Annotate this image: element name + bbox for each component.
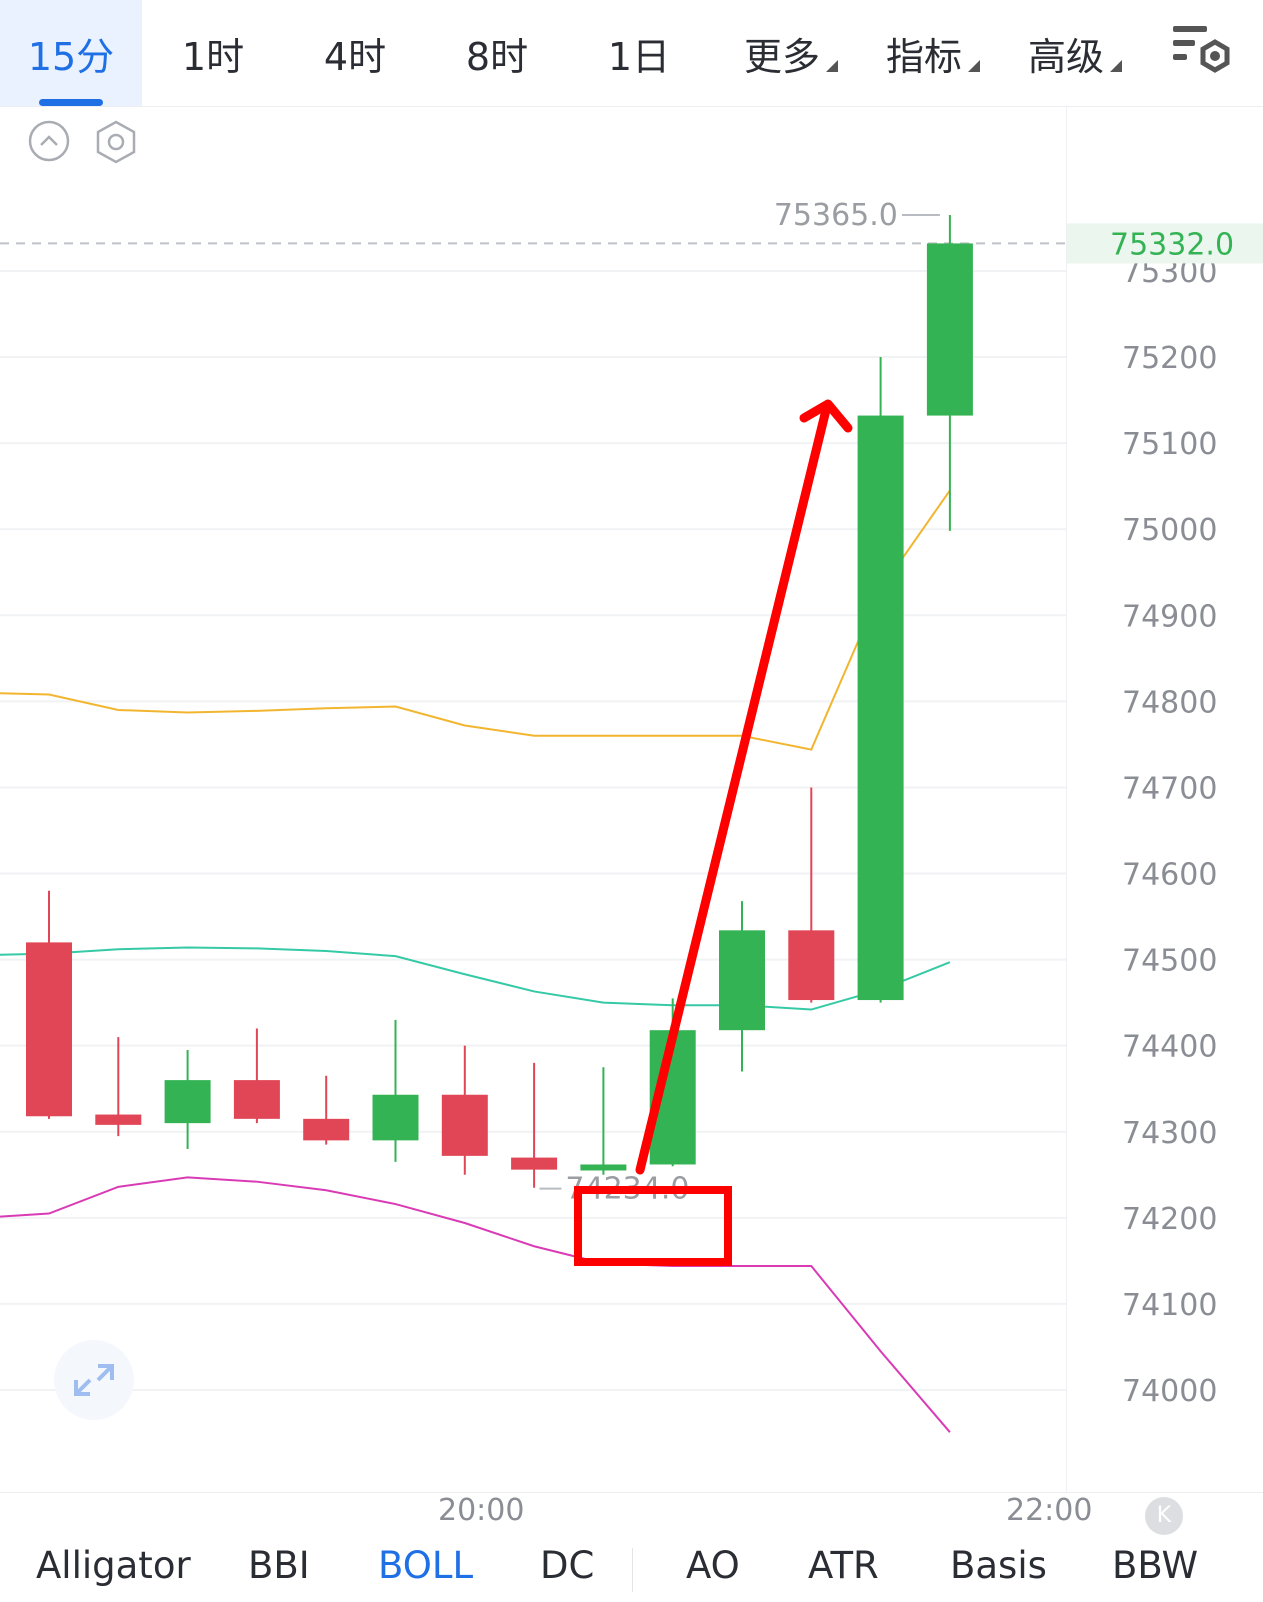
tab-more[interactable]: 更多 [720,0,862,106]
price-tick-label: 75100 [1122,427,1217,462]
candle-body [857,415,904,1001]
last-price-label: 75332.0 [1110,227,1234,262]
tab-advanced[interactable]: 高级 [1004,0,1146,106]
price-tick-label: 74500 [1122,944,1217,979]
boll-mid-line [0,946,951,1011]
price-axis: 7530075200751007500074900748007470074600… [1122,255,1217,1409]
indicator-bbi[interactable]: BBI [248,1544,310,1587]
price-tick-label: 74800 [1122,685,1217,720]
indicator-divider [632,1548,633,1592]
axis-divider [1066,106,1067,1492]
time-label-2200: 22:00 [1006,1493,1093,1528]
price-tick-label: 75000 [1122,513,1217,548]
indicator-boll[interactable]: BOLL [378,1544,474,1587]
candle-body [303,1118,350,1141]
tab-8h[interactable]: 8时 [426,0,568,106]
candle-body [788,930,835,1001]
indicator-ao[interactable]: AO [686,1544,740,1587]
tab-label: 4时 [323,34,387,79]
hexagon-settings-icon[interactable] [94,120,138,168]
tab-15m[interactable]: 15分 [0,0,142,106]
tab-label: 指标 [885,34,962,79]
indicator-alligator[interactable]: Alligator [36,1544,191,1587]
last-price-box [1066,223,1263,264]
tab-label: 更多 [743,34,820,79]
boll-lower-line [0,1176,951,1433]
indicator-bbw[interactable]: BBW [1112,1544,1199,1587]
tab-label: 1日 [607,34,671,79]
indicator-bar: Alligator BBI BOLL DC AO ATR Basis BBW [0,1530,1263,1602]
annotation-box [574,1186,732,1266]
candles [26,215,973,1188]
chart-settings-icon[interactable] [1171,22,1233,82]
price-tick-label: 74100 [1122,1288,1217,1323]
tab-1h[interactable]: 1时 [142,0,284,106]
high-price-label: 75365.0 [774,198,898,233]
tab-1d[interactable]: 1日 [568,0,710,106]
timeframe-bar: 15分 1时 4时 8时 1日 更多 指标 高级 [0,0,1263,107]
candle-body [441,1094,488,1156]
tab-label: 高级 [1027,34,1104,79]
time-label-2000: 20:00 [438,1493,525,1528]
price-tick-label: 74700 [1122,771,1217,806]
tab-indicators[interactable]: 指标 [862,0,1004,106]
dropdown-corner-icon [968,60,980,72]
price-tick-label: 74400 [1122,1030,1217,1065]
boll-upper-line [0,489,951,751]
indicator-atr[interactable]: ATR [808,1544,879,1587]
price-tick-label: 74000 [1122,1374,1217,1409]
candle-body [580,1164,627,1171]
boll-bands [0,489,951,1433]
indicator-dc[interactable]: DC [540,1544,595,1587]
time-axis-divider [0,1492,1263,1493]
price-tick-label: 74300 [1122,1116,1217,1151]
expand-arrows-icon[interactable] [54,1340,134,1420]
active-tab-indicator [39,99,103,106]
candle-body [26,942,72,1117]
candle-body [233,1080,280,1119]
candle-body [511,1157,558,1170]
candle-body [719,930,765,1031]
candle-body [372,1094,419,1141]
chart-grid [0,269,1066,1391]
price-tick-label: 74200 [1122,1202,1217,1237]
chevron-up-circle-icon[interactable] [28,120,70,166]
dropdown-corner-icon [826,60,838,72]
candle-body [926,243,973,416]
tab-label: 1时 [181,34,245,79]
price-tick-label: 75200 [1122,341,1217,376]
dropdown-corner-icon [1110,60,1122,72]
k-circle-icon[interactable]: K [1145,1497,1183,1535]
candle-body [95,1114,142,1125]
candle-body [164,1080,211,1124]
tab-label: 8时 [465,34,529,79]
tab-4h[interactable]: 4时 [284,0,426,106]
price-tick-label: 74900 [1122,599,1217,634]
price-tick-label: 74600 [1122,858,1217,893]
indicator-basis[interactable]: Basis [950,1544,1047,1587]
annotation-arrowhead [799,399,853,433]
candlestick-chart[interactable]: 7530075200751007500074900748007470074600… [0,106,1263,1492]
tab-label: 15分 [27,34,115,79]
annotation-arrow [635,405,831,1175]
